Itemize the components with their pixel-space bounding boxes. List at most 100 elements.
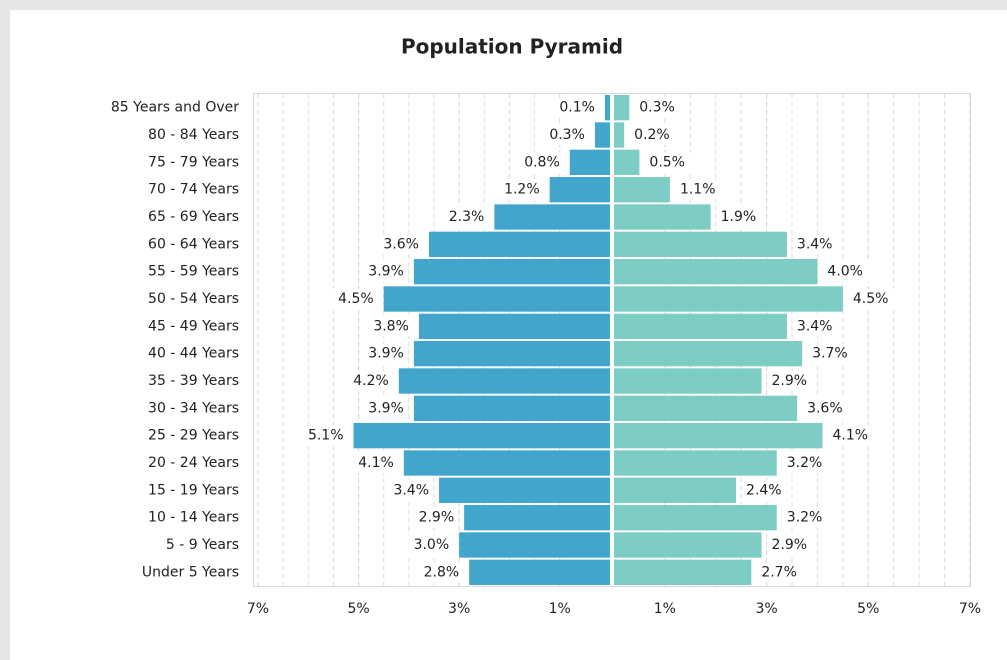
- data-label: 0.8%: [524, 154, 560, 170]
- bar: [428, 231, 610, 257]
- x-tick-label: 7%: [247, 601, 269, 617]
- data-label: 1.9%: [721, 209, 757, 225]
- bar: [383, 286, 610, 312]
- y-tick-label: 30 - 34 Years: [148, 400, 239, 416]
- label-bg: [515, 152, 564, 173]
- data-label: 4.5%: [338, 291, 374, 307]
- chart-title: Population Pyramid: [401, 35, 623, 59]
- y-tick-label: Under 5 Years: [142, 564, 239, 580]
- y-tick-label: 25 - 29 Years: [148, 428, 239, 444]
- label-bg: [767, 535, 816, 555]
- y-tick-label: 15 - 19 Years: [148, 482, 239, 498]
- y-tick-label: 55 - 59 Years: [148, 264, 239, 280]
- y-tick-label: 65 - 69 Years: [148, 209, 239, 225]
- bar: [464, 505, 610, 531]
- bar: [614, 259, 818, 285]
- bar: [614, 423, 823, 449]
- label-bg: [782, 507, 831, 528]
- data-label: 3.2%: [787, 455, 823, 471]
- data-label: 1.2%: [504, 182, 540, 198]
- label-bg: [344, 371, 393, 391]
- label-bg: [329, 289, 378, 309]
- label-bg: [374, 234, 423, 255]
- bar: [439, 477, 610, 503]
- y-tick-label: 10 - 14 Years: [148, 510, 239, 526]
- data-label: 3.8%: [373, 318, 409, 334]
- bar: [614, 95, 630, 121]
- bar: [614, 149, 640, 175]
- label-bg: [848, 289, 897, 309]
- label-bg: [828, 425, 877, 446]
- bar: [614, 231, 787, 257]
- label-bg: [550, 97, 599, 118]
- data-label: 2.3%: [449, 209, 485, 225]
- bar: [418, 313, 610, 339]
- plot-frame: [253, 93, 971, 587]
- y-tick-label: 70 - 74 Years: [148, 182, 239, 198]
- label-bg: [742, 480, 791, 501]
- bar: [549, 177, 610, 203]
- y-tick-label: 40 - 44 Years: [148, 346, 239, 362]
- data-label: 4.0%: [827, 264, 863, 280]
- bar: [614, 313, 787, 339]
- data-label: 0.5%: [649, 154, 685, 170]
- label-bg: [675, 179, 724, 200]
- bar: [614, 450, 777, 476]
- data-label: 3.6%: [807, 400, 843, 416]
- y-tick-label: 60 - 64 Years: [148, 236, 239, 252]
- bar: [459, 532, 610, 558]
- data-label: 0.2%: [634, 127, 670, 143]
- data-label: 0.3%: [639, 100, 675, 116]
- label-bg: [410, 507, 459, 528]
- bar: [353, 423, 610, 449]
- bar: [614, 341, 803, 367]
- data-label: 4.1%: [833, 428, 869, 444]
- data-label: 2.9%: [771, 373, 807, 389]
- bar: [614, 395, 798, 421]
- label-bg: [767, 371, 816, 391]
- label-bg: [808, 343, 857, 364]
- y-tick-label: 20 - 24 Years: [148, 455, 239, 471]
- y-tick-label: 85 Years and Over: [111, 100, 239, 116]
- label-bg: [405, 535, 454, 555]
- data-label: 1.1%: [680, 182, 716, 198]
- x-tick-label: 5%: [347, 601, 369, 617]
- bar: [614, 204, 711, 230]
- bar: [614, 368, 762, 394]
- x-tick-label: 3%: [448, 601, 470, 617]
- label-bg: [415, 562, 464, 583]
- bar: [594, 122, 610, 148]
- label-bg: [359, 261, 408, 282]
- data-label: 4.5%: [853, 291, 889, 307]
- y-tick-label: 50 - 54 Years: [148, 291, 239, 307]
- label-bg: [635, 97, 684, 118]
- data-label: 2.7%: [761, 564, 797, 580]
- label-bg: [349, 453, 398, 473]
- label-bg: [716, 207, 765, 227]
- bar: [569, 149, 610, 175]
- data-label: 4.2%: [353, 373, 389, 389]
- label-bg: [364, 316, 413, 337]
- data-label: 3.7%: [812, 346, 848, 362]
- data-label: 2.8%: [424, 564, 460, 580]
- bar: [398, 368, 610, 394]
- data-label: 2.9%: [419, 510, 455, 526]
- bar: [614, 177, 670, 203]
- label-bg: [792, 316, 841, 337]
- label-bg: [757, 562, 806, 583]
- label-bg: [359, 398, 408, 419]
- label-bg: [823, 261, 872, 282]
- y-tick-label: 35 - 39 Years: [148, 373, 239, 389]
- grid: [257, 94, 971, 586]
- label-bg: [495, 179, 544, 200]
- y-tick-label: 75 - 79 Years: [148, 154, 239, 170]
- bar: [413, 259, 610, 285]
- bar: [614, 122, 625, 148]
- data-label: 0.1%: [559, 100, 595, 116]
- bar: [614, 532, 762, 558]
- y-tick-label: 45 - 49 Years: [148, 318, 239, 334]
- label-bg: [359, 343, 408, 364]
- label-bg: [440, 207, 489, 227]
